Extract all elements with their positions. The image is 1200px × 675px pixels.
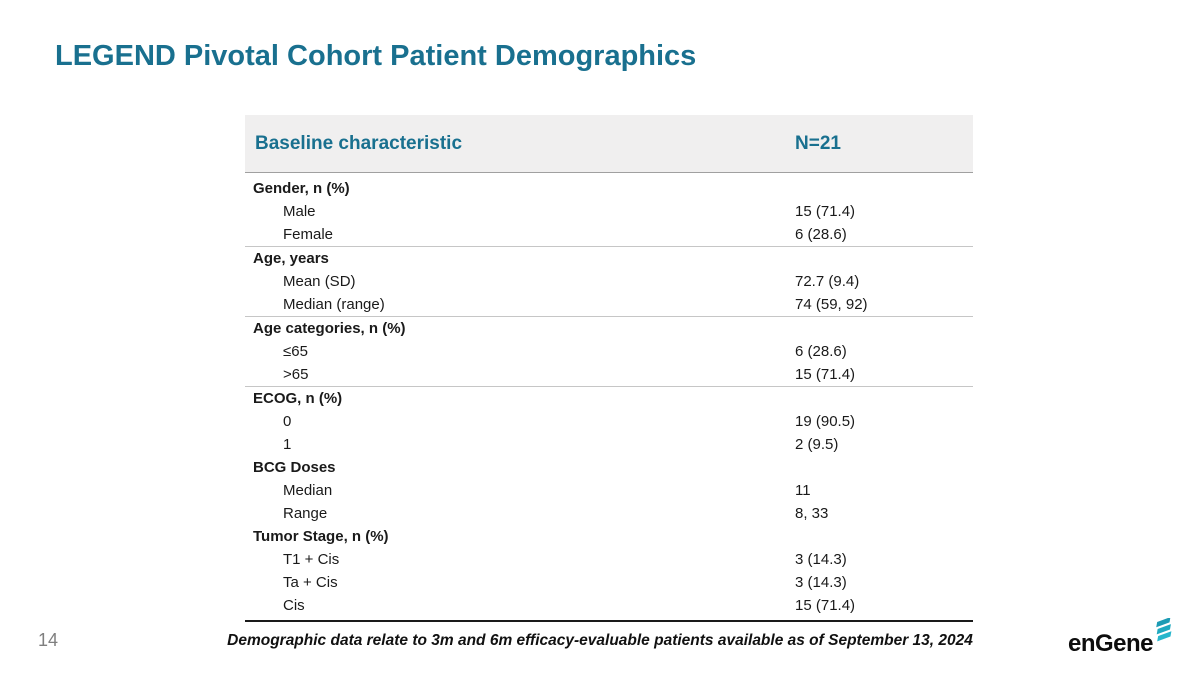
row-value: 6 (28.6): [795, 226, 847, 243]
table-row: Median 11: [245, 479, 973, 502]
table-row: Age categories, n (%): [245, 317, 973, 340]
row-label: BCG Doses: [253, 459, 336, 476]
table-row: 1 2 (9.5): [245, 433, 973, 456]
table-row: Female 6 (28.6): [245, 223, 973, 246]
row-label: Range: [283, 505, 328, 522]
engene-logo: enGene: [1068, 617, 1178, 660]
table-row: BCG Doses: [245, 456, 973, 479]
row-label: ≤65: [283, 343, 308, 360]
footnote: Demographic data relate to 3m and 6m eff…: [227, 632, 973, 649]
table-row: >65 15 (71.4): [245, 363, 973, 386]
slide-title: LEGEND Pivotal Cohort Patient Demographi…: [55, 40, 697, 72]
row-value: 11: [795, 482, 811, 499]
table-row: ECOG, n (%): [245, 387, 973, 410]
table-row: Age, years: [245, 247, 973, 270]
page-number: 14: [38, 630, 59, 650]
row-label: 1: [283, 436, 292, 453]
table-section: Age, years Mean (SD) 72.7 (9.4) Median (ran…: [245, 247, 973, 317]
table-section: Gender, n (%) Male 15 (71.4) Female 6 (28.6): [245, 177, 973, 247]
row-value: 2 (9.5): [795, 436, 839, 453]
row-label: ECOG, n (%): [253, 390, 343, 407]
demographics-table: Baseline characteristic N=21 Gender, n (…: [245, 115, 973, 622]
table-section: Age categories, n (%) ≤65 6 (28.6) >65 15 (7…: [245, 317, 973, 387]
row-value: 15 (71.4): [795, 366, 856, 383]
table-row: Cis 15 (71.4): [245, 594, 973, 617]
table-row: Mean (SD) 72.7 (9.4): [245, 270, 973, 293]
table-section: Tumor Stage, n (%) T1 + Cis 3 (14.3) Ta + C…: [245, 525, 973, 617]
row-label: 0: [283, 413, 292, 430]
row-label: Median: [283, 482, 333, 499]
table-row: 0 19 (90.5): [245, 410, 973, 433]
table-row: T1 + Cis 3 (14.3): [245, 548, 973, 571]
row-value: 74 (59, 92): [795, 296, 868, 313]
table-header-row: Baseline characteristic N=21: [245, 115, 973, 173]
col-header-baseline-characteristic: Baseline characteristic: [255, 132, 463, 154]
row-label: Female: [283, 226, 334, 243]
table-section: ECOG, n (%) 0 19 (90.5) 1 2 (9.5): [245, 387, 973, 456]
row-label: Age categories, n (%): [253, 320, 406, 337]
row-value: 8, 33: [795, 505, 829, 522]
row-value: 3 (14.3): [795, 574, 847, 591]
row-value: 72.7 (9.4): [795, 273, 860, 290]
engene-logo-text: enGene: [1068, 630, 1154, 657]
row-label: Age, years: [253, 250, 329, 267]
table-row: Ta + Cis 3 (14.3): [245, 571, 973, 594]
table-row: Gender, n (%): [245, 177, 973, 200]
row-value: 6 (28.6): [795, 343, 847, 360]
col-header-n: N=21: [795, 132, 841, 154]
row-value: 19 (90.5): [795, 413, 856, 430]
table-body: Gender, n (%) Male 15 (71.4) Female 6 (28.6)…: [245, 173, 973, 622]
stacked-chevrons-icon: [1152, 617, 1178, 647]
row-label: Ta + Cis: [283, 574, 338, 591]
row-label: T1 + Cis: [283, 551, 340, 568]
row-label: Male: [283, 203, 316, 220]
row-value: 15 (71.4): [795, 597, 856, 614]
row-label: Gender, n (%): [253, 180, 350, 197]
row-label: Mean (SD): [283, 273, 356, 290]
table-section: BCG Doses Median 11 Range 8, 33: [245, 456, 973, 525]
table-row: Range 8, 33: [245, 502, 973, 525]
table-row: ≤65 6 (28.6): [245, 340, 973, 363]
table-row: Male 15 (71.4): [245, 200, 973, 223]
table-row: Median (range) 74 (59, 92): [245, 293, 973, 316]
row-label: >65: [283, 366, 309, 383]
row-label: Cis: [283, 597, 305, 614]
row-value: 3 (14.3): [795, 551, 847, 568]
row-value: 15 (71.4): [795, 203, 856, 220]
table-row: Tumor Stage, n (%): [245, 525, 973, 548]
row-label: Median (range): [283, 296, 385, 313]
row-label: Tumor Stage, n (%): [253, 528, 389, 545]
